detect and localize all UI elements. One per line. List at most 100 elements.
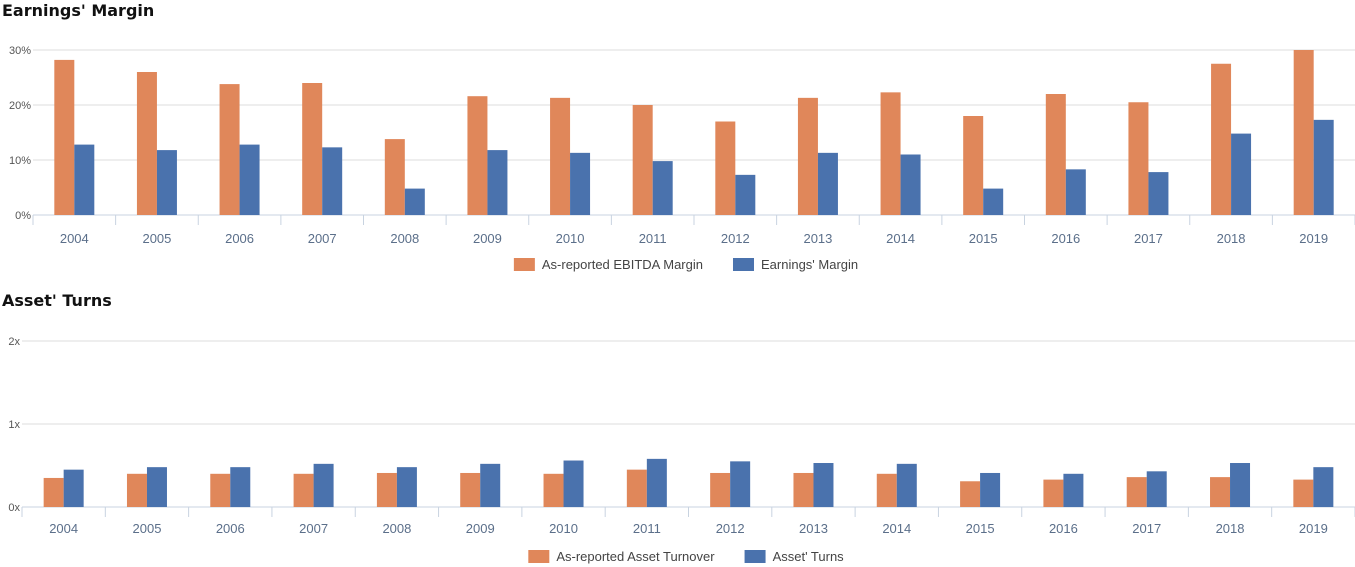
bar[interactable]	[797, 97, 818, 215]
x-category-label: 2013	[799, 521, 828, 536]
bar[interactable]	[460, 472, 481, 507]
x-category-label: 2010	[556, 231, 585, 246]
bar[interactable]	[1231, 133, 1252, 215]
x-category-label: 2005	[133, 521, 162, 536]
bar[interactable]	[876, 473, 897, 507]
x-category-label: 2006	[225, 231, 254, 246]
legend-swatch[interactable]	[744, 550, 766, 563]
x-category-label: 2012	[721, 231, 750, 246]
bar[interactable]	[1148, 172, 1169, 215]
legend-label: Earnings' Margin	[761, 257, 858, 272]
earnings-margin-chart: Earnings' Margin 0% 10% 20% 30% 2004 2005 2006…	[2, 1, 1355, 272]
bar[interactable]	[74, 144, 95, 215]
y-tick-label: 0x	[8, 502, 20, 514]
x-category-label: 2011	[633, 521, 661, 536]
bar[interactable]	[1128, 102, 1149, 215]
bar[interactable]	[1313, 119, 1334, 215]
x-category-label: 2005	[142, 231, 171, 246]
bar[interactable]	[43, 477, 64, 507]
bar[interactable]	[293, 473, 314, 507]
y-tick-label: 1x	[8, 419, 20, 431]
bar[interactable]	[900, 154, 921, 216]
bar[interactable]	[396, 467, 417, 507]
x-category-label: 2018	[1217, 231, 1246, 246]
bar[interactable]	[126, 473, 147, 507]
bar[interactable]	[487, 150, 508, 215]
bar[interactable]	[156, 150, 177, 215]
x-category-label: 2015	[969, 231, 998, 246]
bar[interactable]	[793, 472, 814, 507]
x-category-label: 2014	[886, 231, 915, 246]
bar[interactable]	[1230, 463, 1251, 507]
bar[interactable]	[230, 467, 251, 507]
bar[interactable]	[710, 472, 731, 507]
bar[interactable]	[960, 481, 981, 507]
x-category-label: 2017	[1132, 521, 1161, 536]
bar[interactable]	[136, 72, 157, 215]
x-category-label: 2013	[803, 231, 832, 246]
bar[interactable]	[1126, 477, 1147, 507]
x-category-label: 2004	[60, 231, 89, 246]
bar[interactable]	[404, 188, 425, 215]
bar[interactable]	[302, 83, 323, 215]
bar[interactable]	[63, 469, 84, 507]
legend-swatch[interactable]	[528, 550, 550, 563]
legend-label: As-reported Asset Turnover	[556, 549, 715, 564]
bar[interactable]	[963, 116, 984, 215]
bar[interactable]	[467, 96, 488, 215]
x-category-label: 2011	[639, 231, 667, 246]
bar[interactable]	[1043, 479, 1064, 507]
x-category-label: 2004	[49, 521, 78, 536]
bar[interactable]	[652, 161, 673, 215]
bar[interactable]	[1293, 479, 1314, 507]
bar[interactable]	[570, 152, 591, 215]
legend-swatch[interactable]	[732, 258, 754, 271]
x-category-label: 2006	[216, 521, 245, 536]
bar[interactable]	[146, 467, 167, 507]
bar[interactable]	[1045, 94, 1066, 215]
bar[interactable]	[54, 59, 75, 216]
bar[interactable]	[550, 97, 571, 215]
bar[interactable]	[1146, 471, 1167, 507]
bar[interactable]	[1211, 63, 1232, 215]
bar[interactable]	[896, 463, 917, 507]
y-tick-label: 0%	[15, 210, 31, 222]
bar[interactable]	[376, 472, 397, 507]
y-tick-label: 20%	[9, 100, 31, 112]
bar[interactable]	[219, 84, 240, 215]
bar[interactable]	[817, 152, 838, 215]
legend-label: As-reported EBITDA Margin	[542, 257, 703, 272]
bar[interactable]	[1210, 477, 1231, 507]
bar[interactable]	[730, 461, 751, 507]
y-tick-label: 2x	[8, 336, 20, 348]
bar[interactable]	[880, 92, 901, 215]
bar[interactable]	[626, 469, 647, 507]
bar[interactable]	[1063, 473, 1084, 507]
bar[interactable]	[322, 147, 343, 215]
bar[interactable]	[813, 463, 834, 507]
asset-turns-plot: 0x 1x 2x 2004 2005 2006 2007 2008 2009 2010 2011 20…	[8, 336, 1355, 564]
bar[interactable]	[715, 121, 736, 216]
bar[interactable]	[1293, 50, 1314, 215]
x-category-label: 2019	[1299, 231, 1328, 246]
bar[interactable]	[480, 463, 501, 507]
bar[interactable]	[983, 188, 1004, 215]
bar[interactable]	[1313, 467, 1334, 507]
bar[interactable]	[210, 473, 231, 507]
bar[interactable]	[563, 460, 584, 507]
bar[interactable]	[1065, 169, 1086, 215]
bar[interactable]	[239, 144, 260, 215]
bar[interactable]	[632, 105, 653, 215]
bar[interactable]	[735, 174, 756, 215]
x-category-label: 2010	[549, 521, 578, 536]
legend-label: Asset' Turns	[773, 549, 845, 564]
bar[interactable]	[543, 473, 564, 507]
x-category-label: 2008	[390, 231, 419, 246]
legend-swatch[interactable]	[513, 258, 535, 271]
x-category-label: 2016	[1049, 521, 1078, 536]
x-category-label: 2009	[473, 231, 502, 246]
bar[interactable]	[646, 458, 667, 507]
bar[interactable]	[313, 463, 334, 507]
bar[interactable]	[384, 139, 405, 215]
bar[interactable]	[980, 472, 1001, 507]
